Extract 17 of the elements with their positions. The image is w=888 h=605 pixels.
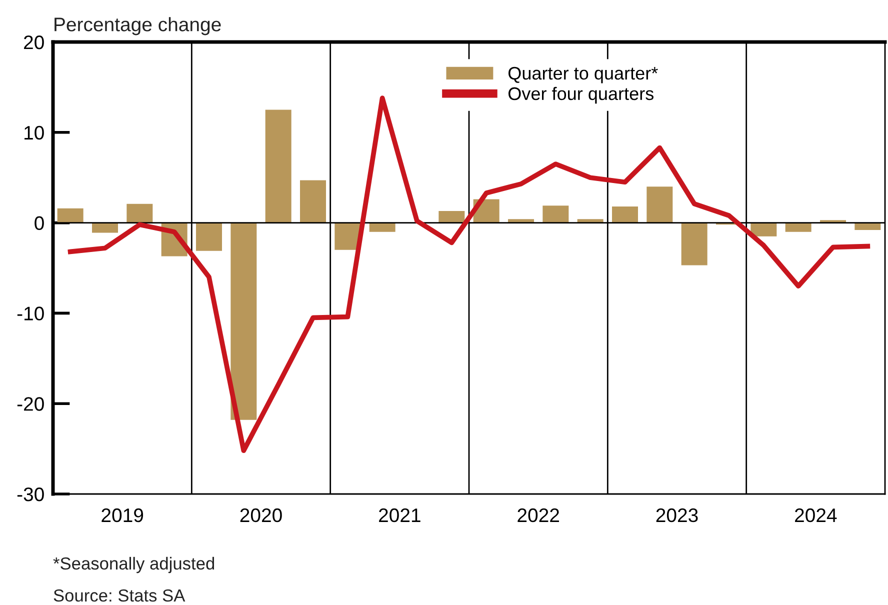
legend-label: Over four quarters [508,86,654,104]
x-tick-label: 2021 [379,508,420,522]
y-tick-label: -20 [17,397,44,411]
y-tick-label: -30 [17,487,44,502]
legend-label: Quarter to quarter* [508,66,658,84]
y-axis-title: Percentage change [54,17,221,36]
y-tick-label: 20 [24,35,44,50]
x-tick-label: 2019 [102,508,144,522]
source-note: Source: Stats SA [54,589,186,602]
text: *Seasonally adjusted [53,556,214,574]
y-tick-label: -10 [17,306,44,320]
y-tick-label: 0 [34,216,44,230]
x-tick-label: 2022 [518,508,559,522]
x-tick-label: 2024 [795,508,837,522]
y-tick-label: 10 [24,126,44,140]
x-tick-label: 2020 [240,508,282,522]
x-tick-label: 2023 [656,508,698,522]
